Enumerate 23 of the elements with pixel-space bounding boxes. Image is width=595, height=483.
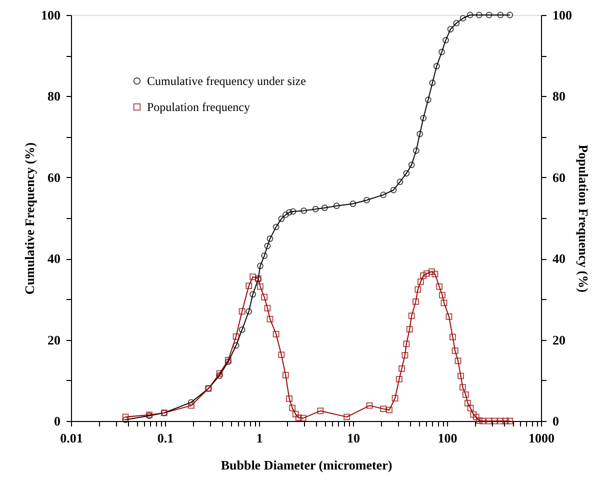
y2-tick-label: 20 [552, 332, 566, 348]
y-tick-label: 100 [41, 8, 60, 22]
x-tick-label: 100 [438, 430, 458, 446]
x-tick-label: 0.1 [157, 430, 174, 446]
x-axis-title: Bubble Diameter (micrometer) [220, 458, 392, 472]
legend-label: Population frequency [147, 100, 250, 114]
y-tick-label: 60 [48, 170, 60, 185]
y2-tick-label: 100 [552, 8, 572, 22]
x-tick-label: 1000 [528, 430, 554, 446]
y2-tick-label: 0 [552, 414, 559, 428]
x-tick-label: 10 [347, 430, 360, 446]
y-tick-label: 40 [48, 251, 60, 266]
x-tick-label: 0.01 [60, 430, 83, 446]
y2-tick-label: 60 [552, 170, 566, 185]
y2-tick-label: 80 [552, 88, 566, 104]
y-tick-label: 80 [48, 88, 60, 104]
y-tick-label: 20 [48, 332, 60, 348]
y-tick-label: 0 [54, 414, 60, 428]
y-axis-title: Cumulative Frequency (%) [22, 142, 37, 295]
legend-label: Cumulative frequency under size [147, 74, 306, 88]
x-tick-label: 1 [256, 430, 263, 446]
y2-axis-title: Population Frequency (%) [576, 144, 591, 292]
y2-tick-label: 40 [552, 251, 566, 266]
